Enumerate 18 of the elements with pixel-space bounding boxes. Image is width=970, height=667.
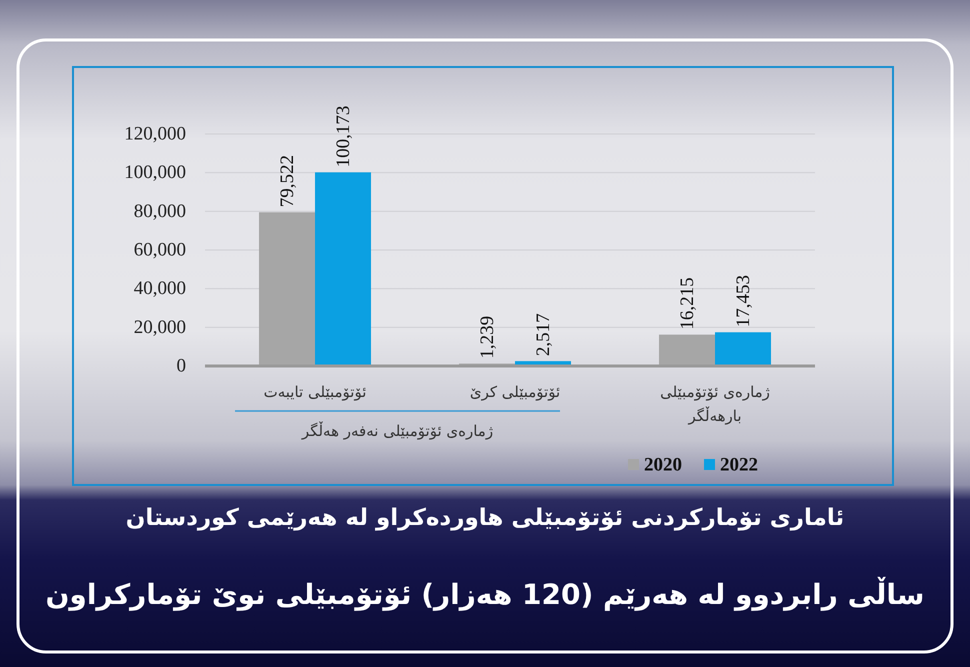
y-tick-label: 0	[176, 356, 186, 376]
data-label: 17,453	[733, 275, 754, 328]
legend-label: 2020	[644, 454, 682, 476]
annotation: ژمارەی ئۆتۆمبێلی نەفەر هەڵگر	[300, 422, 494, 440]
data-label: 16,215	[677, 277, 698, 330]
y-tick-label: 80,000	[134, 200, 186, 222]
y-tick-label: 20,000	[134, 316, 186, 338]
legend-label: 2022	[720, 454, 758, 476]
data-label: 79,522	[277, 155, 298, 208]
data-label: 100,173	[333, 106, 354, 168]
data-label: 1,239	[477, 316, 498, 359]
y-tick-label: 120,000	[124, 124, 186, 144]
y-tick-label: 100,000	[124, 162, 186, 184]
data-label: 2,517	[533, 313, 554, 356]
subtitle: ساڵی رابردوو لە هەرێم (120 هەزار) ئۆتۆمبێلی نوێ تۆمارکراون	[44, 578, 926, 611]
y-tick-label: 60,000	[134, 240, 186, 260]
title: ئاماری تۆمارکردنی ئۆتۆمبێلی هاوردەکراو لە هەرێمی کوردستان	[124, 505, 846, 531]
y-tick-label: 40,000	[134, 278, 186, 300]
